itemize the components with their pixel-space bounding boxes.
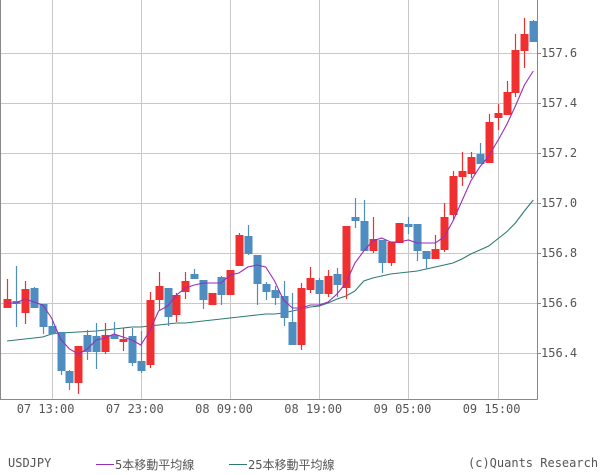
candle bbox=[199, 280, 208, 300]
y-tick-label: 157.4 bbox=[541, 96, 578, 110]
candle bbox=[467, 157, 476, 174]
legend-symbol: USDJPY bbox=[8, 456, 51, 470]
legend-ma5: 5本移動平均線 bbox=[96, 456, 194, 473]
candle bbox=[48, 326, 57, 334]
y-tick-label: 157.0 bbox=[541, 196, 578, 210]
y-tick-label: 156.8 bbox=[541, 246, 578, 260]
ma5-swatch-icon bbox=[96, 464, 114, 465]
candle bbox=[529, 21, 538, 42]
symbol-label: USDJPY bbox=[8, 456, 52, 470]
x-tick-label: 08 09:00 bbox=[195, 402, 253, 416]
candle bbox=[146, 300, 155, 365]
candle bbox=[208, 293, 217, 305]
candle bbox=[369, 239, 378, 251]
candle bbox=[101, 335, 110, 352]
candle bbox=[395, 223, 404, 243]
candle bbox=[485, 122, 494, 163]
candle bbox=[271, 290, 280, 298]
ma5-label: 5本移動平均線 bbox=[115, 458, 195, 472]
candle bbox=[431, 249, 440, 259]
candle bbox=[244, 236, 253, 254]
candle bbox=[440, 217, 449, 250]
ma25-line bbox=[6, 199, 534, 342]
candle bbox=[511, 50, 520, 93]
legend-credit: (c)Quants Research bbox=[468, 456, 598, 470]
candle bbox=[57, 332, 66, 371]
candle bbox=[172, 295, 181, 315]
candle bbox=[288, 322, 297, 345]
candle bbox=[494, 113, 503, 118]
candle bbox=[351, 217, 360, 221]
x-tick-label: 09 05:00 bbox=[373, 402, 432, 416]
y-tick-label: 157.6 bbox=[541, 46, 578, 60]
ma25-label: 25本移動平均線 bbox=[248, 458, 335, 472]
candle bbox=[422, 251, 431, 259]
candle bbox=[226, 270, 235, 295]
y-tick-label: 157.2 bbox=[541, 146, 578, 160]
candle bbox=[110, 335, 119, 339]
candle bbox=[137, 361, 146, 371]
candle bbox=[297, 288, 306, 345]
x-tick-label: 07 13:00 bbox=[16, 402, 75, 416]
credit-label: (c)Quants Research bbox=[468, 456, 599, 470]
candle bbox=[458, 171, 467, 177]
x-tick-label: 08 19:00 bbox=[284, 402, 343, 416]
candle bbox=[21, 289, 30, 313]
candle bbox=[217, 277, 226, 295]
candle bbox=[235, 235, 244, 266]
legend-ma25: 25本移動平均線 bbox=[229, 456, 334, 473]
candle bbox=[262, 284, 271, 292]
y-tick-label: 156.6 bbox=[541, 296, 578, 310]
candle bbox=[39, 304, 48, 327]
candle bbox=[404, 224, 413, 227]
candle bbox=[65, 371, 74, 383]
candle bbox=[476, 154, 485, 164]
candle bbox=[181, 281, 190, 292]
candle bbox=[342, 226, 351, 288]
ma25-swatch-icon bbox=[229, 464, 247, 465]
candle bbox=[306, 278, 315, 290]
candle bbox=[315, 280, 324, 294]
grid-lines bbox=[0, 0, 541, 399]
candle bbox=[164, 288, 173, 317]
x-tick-label: 09 15:00 bbox=[462, 402, 521, 416]
candle bbox=[378, 240, 387, 263]
candle bbox=[503, 92, 512, 115]
candle bbox=[190, 274, 199, 279]
candle bbox=[280, 296, 289, 318]
candle bbox=[324, 276, 333, 294]
candle bbox=[449, 176, 458, 215]
candle bbox=[83, 335, 92, 352]
candle bbox=[413, 224, 422, 251]
candles bbox=[3, 18, 538, 394]
ma5-line bbox=[7, 70, 534, 355]
chart-frame bbox=[0, 0, 541, 400]
candle bbox=[128, 336, 137, 363]
candle bbox=[387, 242, 396, 263]
candle bbox=[119, 339, 128, 342]
candle bbox=[333, 274, 342, 285]
candle bbox=[30, 288, 39, 308]
x-tick-label: 07 23:00 bbox=[105, 402, 164, 416]
candle bbox=[360, 221, 369, 251]
y-tick-label: 156.4 bbox=[541, 346, 578, 360]
candle bbox=[92, 336, 101, 352]
candle bbox=[520, 34, 529, 51]
candle bbox=[74, 346, 83, 383]
candle bbox=[155, 286, 164, 300]
candle bbox=[253, 255, 262, 284]
